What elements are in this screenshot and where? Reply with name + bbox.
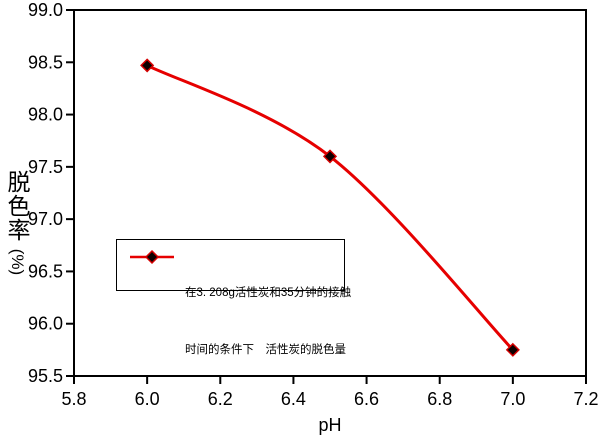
legend-diamond-marker-icon xyxy=(144,249,160,265)
x-axis-tick-label: 7.2 xyxy=(573,389,598,409)
x-axis-tick-label: 5.8 xyxy=(61,389,86,409)
y-axis-tick-label: 96.0 xyxy=(28,314,63,334)
data-point-marker xyxy=(322,149,338,164)
y-axis-unit-label: (%) xyxy=(7,248,27,276)
legend: 在3. 208g活性炭和35分钟的接触 时间的条件下 活性炭的脱色量 xyxy=(116,239,351,356)
legend-label-line1: 在3. 208g活性炭和35分钟的接触 xyxy=(185,287,352,299)
y-axis-title: 脱色率 (%) xyxy=(3,170,31,276)
y-axis-tick-label: 95.5 xyxy=(28,366,63,386)
plot-border xyxy=(73,9,587,377)
y-axis-tick-label: 97.5 xyxy=(28,157,63,177)
x-axis-tick-label: 6.0 xyxy=(135,389,160,409)
x-axis-tick-label: 6.6 xyxy=(354,389,379,409)
legend-label-line2: 时间的条件下 活性炭的脱色量 xyxy=(185,344,346,356)
legend-label: 在3. 208g活性炭和35分钟的接触 时间的条件下 活性炭的脱色量 xyxy=(185,246,351,398)
y-axis-tick-label: 98.0 xyxy=(28,105,63,125)
data-point-marker xyxy=(505,342,520,357)
x-axis-tick-label: 6.8 xyxy=(427,389,452,409)
data-point-marker xyxy=(140,58,155,73)
y-axis-tick-label: 97.0 xyxy=(28,209,63,229)
y-axis-tick-label: 99.0 xyxy=(28,0,63,20)
legend-series-key-icon xyxy=(130,249,174,265)
y-axis-tick-label: 96.5 xyxy=(28,261,63,281)
x-axis-tick-label: 6.2 xyxy=(208,389,233,409)
x-axis-tick-label: 6.4 xyxy=(281,389,306,409)
y-axis-tick-label: 98.5 xyxy=(28,52,63,72)
x-axis-title: pH xyxy=(318,415,342,435)
x-axis-tick-label: 7.0 xyxy=(500,389,525,409)
y-axis-title-text: 脱色率 xyxy=(4,170,30,242)
